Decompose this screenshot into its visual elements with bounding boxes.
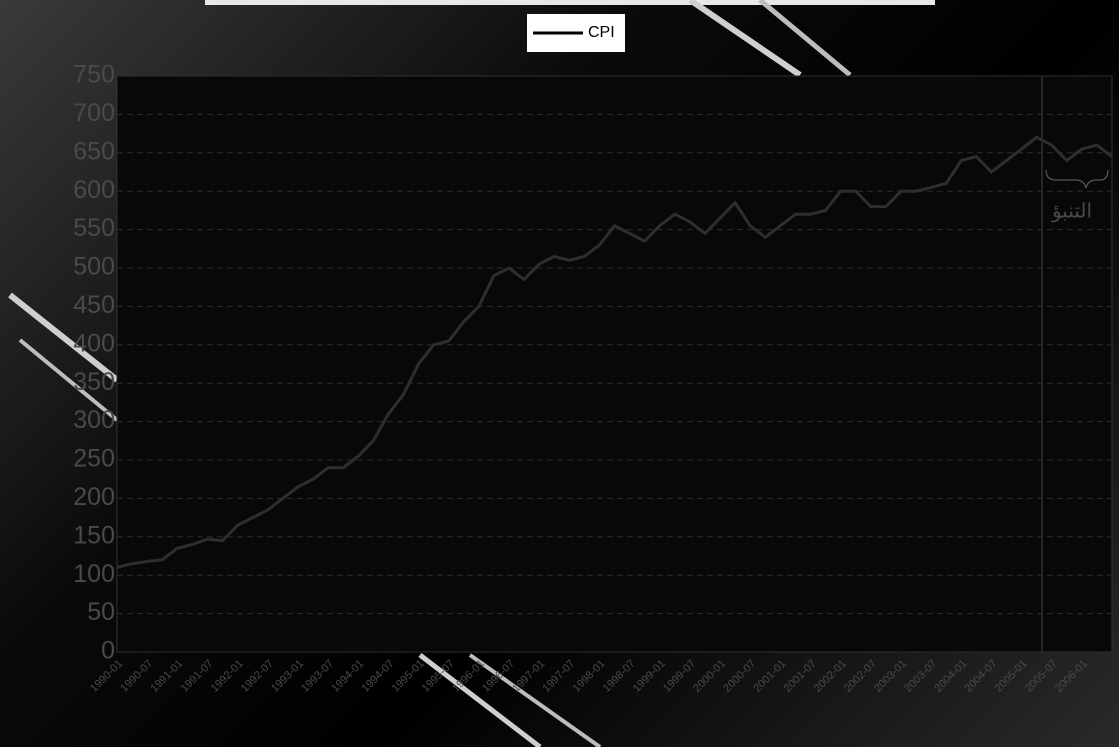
x-tick-label: 2002-07 (842, 658, 879, 695)
x-tick-label: 1992-07 (239, 658, 276, 695)
x-tick-label: 1995-01 (390, 658, 427, 695)
x-tick-label: 1994-07 (360, 658, 397, 695)
x-tick-label: 1990-07 (118, 658, 155, 695)
x-tick-label: 2003-01 (872, 658, 909, 695)
y-tick-label: 0 (101, 637, 115, 665)
x-tick-label: 1994-01 (329, 658, 366, 695)
x-tick-label: 2001-07 (782, 658, 819, 695)
decor-stripe (468, 653, 602, 747)
x-tick-label: 2004-01 (932, 658, 969, 695)
x-tick-label: 1992-01 (209, 658, 246, 695)
y-tick-label: 700 (73, 99, 115, 127)
x-tick-label: 2005-07 (1023, 658, 1060, 695)
x-tick-label: 2000-01 (691, 658, 728, 695)
series-line (116, 135, 1113, 569)
x-tick-label: 2005-01 (993, 658, 1030, 695)
x-tick-label: 2002-01 (812, 658, 849, 695)
x-tick-label: 1998-07 (601, 658, 638, 695)
x-tick-label: 2003-07 (902, 658, 939, 695)
x-tick-label: 1993-01 (269, 658, 306, 695)
x-tick-label: 2004-07 (963, 658, 1000, 695)
x-tick-label: 1991-07 (179, 658, 216, 695)
annotation: التنبؤ (1051, 200, 1092, 222)
x-tick-label: 1997-07 (540, 658, 577, 695)
decor-stripe (758, 0, 852, 77)
y-tick-label: 650 (73, 137, 115, 165)
x-tick-label: 1993-07 (299, 658, 336, 695)
x-tick-label: 1991-01 (148, 658, 185, 695)
y-tick-label: 100 (73, 560, 115, 588)
x-tick-label: 2001-01 (751, 658, 788, 695)
top-bar (205, 0, 935, 5)
y-tick-label: 550 (73, 214, 115, 242)
x-tick-label: 1999-07 (661, 658, 698, 695)
forecast-brace (1045, 169, 1109, 189)
y-tick-label: 450 (73, 291, 115, 319)
y-tick-label: 150 (73, 521, 115, 549)
x-tick-label: 1996-07 (480, 658, 517, 695)
decor-stripe (418, 653, 542, 747)
x-tick-label: 2000-07 (721, 658, 758, 695)
x-tick-label: 1998-01 (571, 658, 608, 695)
y-tick-label: 200 (73, 483, 115, 511)
legend-label: CPI (588, 24, 615, 41)
x-tick-label: 2006-01 (1053, 658, 1090, 695)
y-tick-label: 500 (73, 253, 115, 281)
y-tick-label: 750 (73, 61, 115, 89)
y-tick-label: 50 (87, 598, 115, 626)
decor-stripe (18, 338, 119, 422)
x-tick-label: 1999-01 (631, 658, 668, 695)
y-tick-label: 350 (73, 368, 115, 396)
y-tick-label: 250 (73, 445, 115, 473)
decor-stripe (8, 292, 119, 383)
y-tick-label: 400 (73, 329, 115, 357)
plot-area (116, 75, 1113, 653)
y-tick-label: 600 (73, 176, 115, 204)
y-tick-label: 300 (73, 406, 115, 434)
decor-stripe (688, 0, 802, 78)
x-tick-label: 1997-01 (510, 658, 547, 695)
